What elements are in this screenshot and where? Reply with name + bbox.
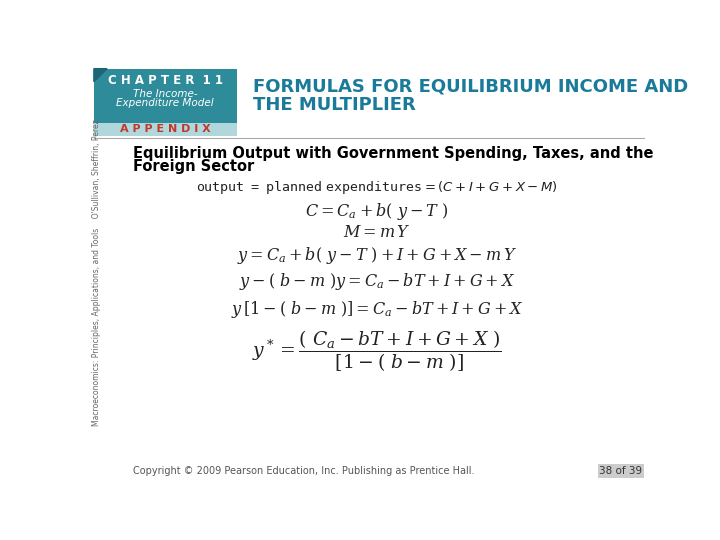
Text: $M = m\,Y$: $M = m\,Y$ bbox=[343, 224, 410, 240]
FancyBboxPatch shape bbox=[94, 69, 238, 126]
Text: 38 of 39: 38 of 39 bbox=[599, 467, 642, 476]
Text: $y - (\ b - m\ )y = C_a - bT + I + G + X$: $y - (\ b - m\ )y = C_a - bT + I + G + X… bbox=[238, 272, 515, 293]
Text: $C = C_a + b(\ y - T\ )$: $C = C_a + b(\ y - T\ )$ bbox=[305, 200, 449, 221]
Text: Copyright © 2009 Pearson Education, Inc. Publishing as Prentice Hall.: Copyright © 2009 Pearson Education, Inc.… bbox=[132, 467, 474, 476]
Text: THE MULTIPLIER: THE MULTIPLIER bbox=[253, 96, 415, 114]
FancyBboxPatch shape bbox=[598, 464, 644, 478]
Polygon shape bbox=[94, 69, 107, 82]
Text: Macroeconomics: Principles, Applications, and Tools    O'Sullivan, Sheffrin, Per: Macroeconomics: Principles, Applications… bbox=[91, 119, 101, 426]
Text: $y = C_a + b(\ y - T\ ) + I + G + X - m\,Y$: $y = C_a + b(\ y - T\ ) + I + G + X - m\… bbox=[237, 245, 517, 266]
Text: The Income-: The Income- bbox=[133, 89, 197, 99]
Text: $\mathtt{output\ =\ planned\ expenditures} = ( C + I + G + X - M )$: $\mathtt{output\ =\ planned\ expenditure… bbox=[196, 179, 558, 197]
Text: A P P E N D I X: A P P E N D I X bbox=[120, 125, 210, 134]
Text: C H A P T E R  1 1: C H A P T E R 1 1 bbox=[108, 73, 222, 87]
Text: Expenditure Model: Expenditure Model bbox=[117, 98, 214, 109]
FancyBboxPatch shape bbox=[94, 123, 238, 137]
Text: $y^* = \dfrac{(\ C_a - bT + I + G + X\ )}{[1 - (\ b - m\ )]}$: $y^* = \dfrac{(\ C_a - bT + I + G + X\ )… bbox=[252, 328, 502, 374]
Text: FORMULAS FOR EQUILIBRIUM INCOME AND: FORMULAS FOR EQUILIBRIUM INCOME AND bbox=[253, 77, 688, 96]
Text: $y\,[1 - (\ b - m\ )] = C_a - bT + I + G + X$: $y\,[1 - (\ b - m\ )] = C_a - bT + I + G… bbox=[230, 299, 523, 320]
Text: Equilibrium Output with Government Spending, Taxes, and the: Equilibrium Output with Government Spend… bbox=[132, 146, 653, 161]
Text: Foreign Sector: Foreign Sector bbox=[132, 159, 254, 174]
